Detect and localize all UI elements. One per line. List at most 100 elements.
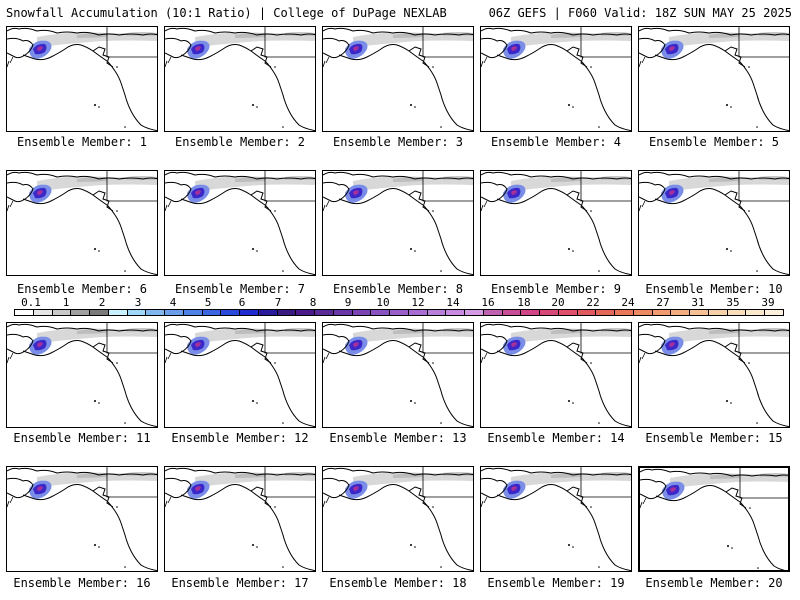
ensemble-member-map	[6, 26, 158, 132]
ensemble-member-map	[480, 322, 632, 428]
color-scale-segment	[296, 310, 315, 315]
color-scale-tick: 5	[204, 296, 212, 309]
color-scale-tick: 4	[169, 296, 177, 309]
color-scale-segment	[408, 310, 428, 315]
ensemble-member-map	[480, 466, 632, 572]
color-scale-segment	[690, 310, 709, 315]
ensemble-member-map	[638, 466, 790, 572]
ensemble-member-map	[322, 26, 474, 132]
color-scale-segment	[240, 310, 259, 315]
ensemble-member-label: Ensemble Member: 13	[329, 431, 467, 445]
color-scale-segment	[502, 310, 522, 315]
color-scale-segment	[33, 310, 53, 315]
ensemble-member-label: Ensemble Member: 4	[490, 135, 622, 149]
color-scale-tick: 14	[446, 296, 460, 309]
color-scale-segment	[483, 310, 503, 315]
color-scale-segment	[558, 310, 578, 315]
ensemble-member-label: Ensemble Member: 19	[487, 576, 625, 590]
ensemble-member-map	[164, 26, 316, 132]
color-scale-tick: 22	[586, 296, 600, 309]
chart-title-right: 06Z GEFS | F060 Valid: 18Z SUN MAY 25 20…	[488, 6, 792, 20]
color-scale-tick: 24	[621, 296, 635, 309]
color-scale-segment	[521, 310, 540, 315]
color-scale-tick: 31	[691, 296, 705, 309]
ensemble-member-map	[322, 466, 474, 572]
color-scale-tick: 39	[761, 296, 775, 309]
color-scale-segment	[577, 310, 597, 315]
color-scale-tick: 1	[62, 296, 70, 309]
color-scale-segment	[315, 310, 334, 315]
color-scale-tick: 10	[376, 296, 390, 309]
ensemble-member-label: Ensemble Member: 14	[487, 431, 625, 445]
color-scale-segment	[221, 310, 240, 315]
color-scale-tick: 20	[551, 296, 565, 309]
color-scale-segment	[146, 310, 165, 315]
ensemble-member-label: Ensemble Member: 5	[648, 135, 780, 149]
color-scale-segment	[108, 310, 128, 315]
ensemble-member-label: Ensemble Member: 17	[171, 576, 309, 590]
color-scale-segment	[202, 310, 222, 315]
color-scale-segment	[596, 310, 615, 315]
ensemble-member-label: Ensemble Member: 15	[645, 431, 783, 445]
ensemble-member-map	[6, 466, 158, 572]
ensemble-member-label: Ensemble Member: 8	[332, 282, 464, 296]
color-scale-segment	[746, 310, 765, 315]
ensemble-member-map	[322, 322, 474, 428]
color-scale-segment	[127, 310, 147, 315]
ensemble-member-label: Ensemble Member: 7	[174, 282, 306, 296]
color-scale-segment	[15, 310, 34, 315]
color-scale-tick: 3	[134, 296, 142, 309]
color-scale-segment	[427, 310, 447, 315]
ensemble-member-map	[164, 466, 316, 572]
color-scale-segment	[52, 310, 72, 315]
color-scale-tick: 0.1	[21, 296, 41, 309]
color-scale-segment	[352, 310, 372, 315]
color-scale-segment	[165, 310, 184, 315]
color-scale-segment	[446, 310, 465, 315]
ensemble-member-label: Ensemble Member: 20	[645, 576, 783, 590]
ensemble-member-map	[480, 170, 632, 276]
ensemble-member-map	[638, 322, 790, 428]
color-scale-segment	[652, 310, 672, 315]
color-scale-segment	[71, 310, 90, 315]
ensemble-member-map	[6, 170, 158, 276]
color-scale-tick: 12	[411, 296, 425, 309]
ensemble-member-map	[164, 322, 316, 428]
ensemble-member-label: Ensemble Member: 1	[16, 135, 148, 149]
color-scale-tick: 16	[481, 296, 495, 309]
color-scale-segment	[183, 310, 203, 315]
ensemble-member-label: Ensemble Member: 2	[174, 135, 306, 149]
color-scale-tick: 7	[274, 296, 282, 309]
color-scale-tick: 6	[238, 296, 246, 309]
color-scale-segment	[465, 310, 484, 315]
ensemble-member-map	[6, 322, 158, 428]
ensemble-member-map	[638, 26, 790, 132]
color-scale-segment	[671, 310, 690, 315]
ensemble-member-label: Ensemble Member: 16	[13, 576, 151, 590]
color-scale-segment	[765, 310, 783, 315]
color-scale-tick: 27	[656, 296, 670, 309]
color-scale-tick: 9	[344, 296, 352, 309]
color-scale-segment	[277, 310, 297, 315]
ensemble-member-label: Ensemble Member: 3	[332, 135, 464, 149]
ensemble-member-map	[164, 170, 316, 276]
chart-title-left: Snowfall Accumulation (10:1 Ratio) | Col…	[6, 6, 447, 20]
ensemble-member-label: Ensemble Member: 12	[171, 431, 309, 445]
color-scale-segment	[90, 310, 109, 315]
ensemble-member-label: Ensemble Member: 6	[16, 282, 148, 296]
color-scale-segment	[708, 310, 728, 315]
color-scale-segment	[615, 310, 634, 315]
color-scale-tick: 8	[309, 296, 317, 309]
ensemble-member-label: Ensemble Member: 10	[645, 282, 783, 296]
color-scale-tick: 35	[726, 296, 740, 309]
ensemble-member-label: Ensemble Member: 9	[490, 282, 622, 296]
color-scale-segment	[540, 310, 559, 315]
color-scale-tick: 18	[517, 296, 531, 309]
ensemble-member-map	[638, 170, 790, 276]
color-scale-segment	[727, 310, 747, 315]
color-scale-segment	[258, 310, 278, 315]
color-scale-segment	[390, 310, 409, 315]
ensemble-member-label: Ensemble Member: 18	[329, 576, 467, 590]
color-scale-segment	[633, 310, 653, 315]
ensemble-member-map	[480, 26, 632, 132]
